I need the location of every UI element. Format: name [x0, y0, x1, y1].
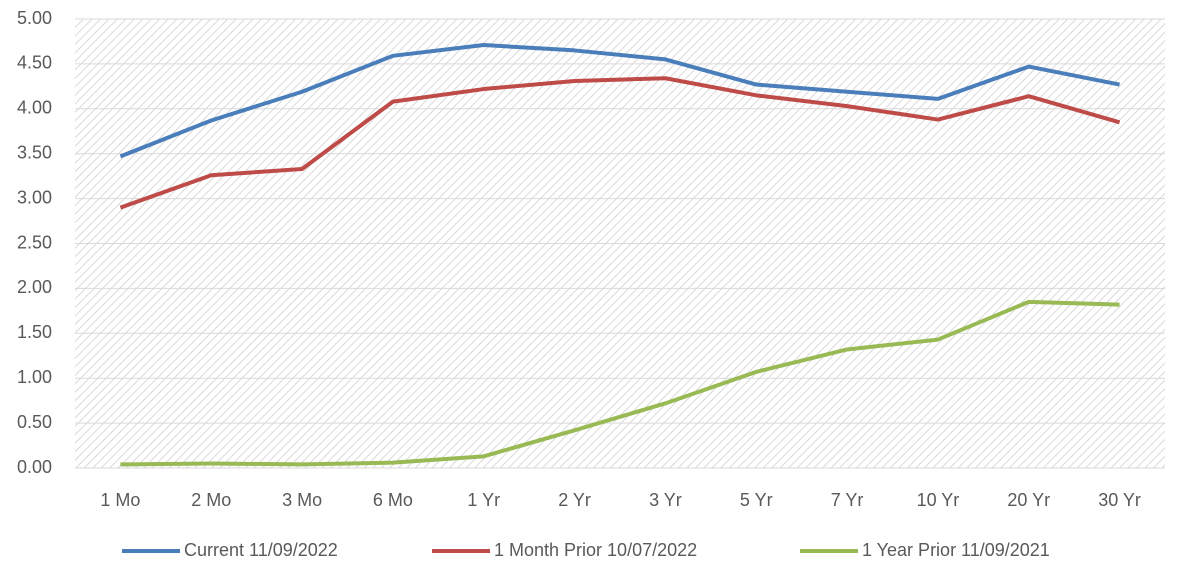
legend-label: 1 Month Prior 10/07/2022	[494, 540, 697, 560]
x-tick-label: 30 Yr	[1098, 490, 1141, 510]
x-tick-label: 3 Mo	[282, 490, 322, 510]
y-tick-label: 4.00	[17, 98, 52, 118]
y-tick-label: 1.00	[17, 367, 52, 387]
y-tick-label: 4.50	[17, 53, 52, 73]
x-tick-label: 7 Yr	[831, 490, 864, 510]
y-tick-label: 0.00	[17, 457, 52, 477]
y-tick-label: 3.00	[17, 187, 52, 207]
x-tick-label: 20 Yr	[1007, 490, 1050, 510]
y-tick-label: 2.00	[17, 277, 52, 297]
x-tick-label: 3 Yr	[649, 490, 682, 510]
series-line	[119, 76, 1121, 210]
y-tick-label: 2.50	[17, 232, 52, 252]
series-line	[120, 299, 1120, 467]
x-tick-label: 10 Yr	[917, 490, 960, 510]
y-tick-label: 5.00	[17, 8, 52, 28]
series-line	[119, 43, 1120, 159]
x-tick-label: 5 Yr	[740, 490, 773, 510]
y-tick-label: 3.50	[17, 142, 52, 162]
x-tick-label: 2 Yr	[558, 490, 591, 510]
legend-label: Current 11/09/2022	[184, 540, 338, 560]
x-tick-label: 6 Mo	[373, 490, 413, 510]
x-tick-label: 2 Mo	[191, 490, 231, 510]
legend-label: 1 Year Prior 11/09/2021	[862, 540, 1050, 560]
x-tick-label: 1 Yr	[467, 490, 500, 510]
y-tick-label: 0.50	[17, 412, 52, 432]
x-tick-label: 1 Mo	[100, 490, 140, 510]
y-tick-label: 1.50	[17, 322, 52, 342]
